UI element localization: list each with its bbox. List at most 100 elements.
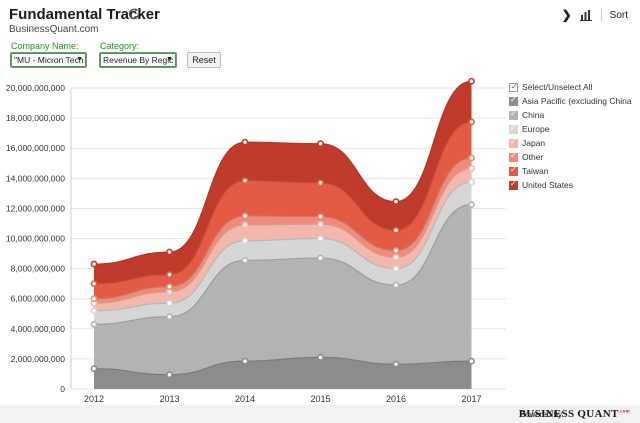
y-tick-label: 12,000,000,000 [6, 203, 65, 213]
legend: ✓ Select/Unselect All ✓ Asia Pacific (exc… [509, 80, 633, 192]
data-point [241, 221, 249, 229]
legend-label: China [522, 110, 545, 120]
x-tick-label: 2016 [386, 394, 406, 404]
y-tick-label: 14,000,000,000 [6, 173, 65, 183]
data-point [90, 307, 98, 315]
y-tick-label: 18,000,000,000 [6, 113, 65, 123]
area-series [94, 204, 472, 389]
checkbox-icon[interactable]: ✓ [509, 94, 518, 106]
category-select[interactable]: Revenue By Regic ▼ [99, 52, 177, 68]
y-tick-label: 16,000,000,000 [6, 143, 65, 153]
divider [600, 8, 602, 22]
data-point [241, 177, 249, 184]
powered-by-label: Powered by [519, 410, 562, 419]
data-point [166, 371, 173, 379]
chevron-down-icon: ▼ [166, 56, 173, 63]
data-point [166, 271, 173, 279]
chevron-right-icon[interactable]: ❯ [561, 8, 572, 22]
data-point [392, 226, 400, 234]
company-name-label: Company Name: [11, 41, 79, 51]
data-point [241, 212, 249, 220]
checkbox-icon[interactable]: ✓ [509, 136, 518, 148]
y-tick-label: 4,000,000,000 [11, 324, 66, 334]
x-tick-label: 2014 [235, 394, 255, 404]
data-point [317, 213, 324, 221]
checkbox-icon[interactable]: ✓ [509, 108, 518, 120]
data-point [166, 248, 173, 256]
category-label: Category: [100, 41, 140, 51]
company-select[interactable]: "MU - Micron Tech ▼ [10, 52, 87, 68]
legend-item[interactable]: ✓ Japan [509, 136, 633, 150]
y-tick-label: 2,000,000,000 [11, 354, 66, 364]
legend-item[interactable]: ✓ Other [509, 150, 633, 164]
data-point [166, 288, 173, 296]
series-line [93, 356, 472, 376]
data-point [90, 260, 98, 268]
brand-logo[interactable]: BUSINESS QUANT.com [518, 408, 630, 420]
footer: Powered by BUSINESS QUANT.com [0, 405, 640, 423]
checkbox-icon[interactable]: ✓ [509, 150, 518, 162]
y-tick-label: 8,000,000,000 [11, 264, 66, 274]
y-tick-label: 6,000,000,000 [11, 294, 66, 304]
data-point [241, 237, 249, 245]
data-point [468, 77, 475, 85]
data-point [317, 140, 324, 148]
company-select-value: "MU - Micron Tech [14, 55, 84, 65]
legend-item[interactable]: ✓ China [509, 108, 633, 122]
bar-chart-icon[interactable] [579, 9, 593, 21]
x-tick-label: 2017 [461, 394, 481, 404]
data-point [317, 179, 324, 187]
legend-label: United States [522, 180, 574, 190]
chevron-down-icon: ▼ [76, 56, 83, 63]
data-point [392, 281, 400, 289]
data-point [392, 360, 400, 368]
data-point [90, 295, 98, 303]
data-point [166, 299, 173, 307]
data-point [241, 256, 249, 264]
legend-label: Asia Pacific (excluding China a... [522, 96, 633, 106]
data-point [468, 165, 475, 172]
legend-item[interactable]: ✓ Asia Pacific (excluding China a... [509, 94, 633, 108]
y-tick-label: 20,000,000,000 [6, 83, 65, 93]
x-tick-label: 2013 [159, 394, 179, 404]
data-point [317, 220, 324, 228]
legend-label: Other [522, 152, 544, 162]
data-point [392, 253, 400, 261]
checkbox-icon[interactable]: ✓ [509, 81, 518, 92]
legend-label: Taiwan [522, 166, 549, 176]
legend-label: Japan [522, 138, 546, 148]
data-point [392, 247, 400, 254]
checkbox-icon[interactable]: ✓ [509, 164, 518, 176]
sort-button[interactable]: Sort [609, 9, 628, 21]
data-point [166, 313, 173, 321]
legend-item[interactable]: ✓ United States [509, 178, 633, 192]
data-point [166, 283, 173, 291]
data-point [468, 154, 475, 162]
data-point [317, 353, 324, 361]
legend-item[interactable]: ✓ Europe [509, 122, 633, 136]
data-point [241, 357, 249, 365]
data-point [90, 280, 98, 288]
y-tick-label: 0 [60, 384, 65, 394]
data-point [241, 138, 249, 146]
checkbox-icon[interactable]: ✓ [509, 122, 518, 134]
x-tick-label: 2012 [84, 394, 104, 404]
legend-item[interactable]: ✓ Taiwan [509, 164, 633, 178]
refresh-icon[interactable] [127, 7, 141, 21]
checkbox-icon[interactable]: ✓ [509, 178, 518, 190]
page-title: Fundamental Tracker [9, 6, 160, 23]
x-tick-label: 2015 [310, 394, 330, 404]
area-series [94, 357, 472, 389]
data-point [90, 320, 98, 328]
data-point [317, 235, 324, 242]
select-all-toggle[interactable]: ✓ Select/Unselect All [509, 80, 633, 94]
select-all-label: Select/Unselect All [522, 82, 593, 92]
data-point [317, 254, 324, 262]
reset-button[interactable]: Reset [187, 52, 221, 68]
data-point [90, 365, 98, 373]
category-select-value: Revenue By Regic [103, 55, 174, 65]
data-point [468, 201, 475, 209]
y-tick-label: 10,000,000,000 [6, 234, 65, 244]
site-subtitle: BusinessQuant.com [9, 24, 99, 35]
